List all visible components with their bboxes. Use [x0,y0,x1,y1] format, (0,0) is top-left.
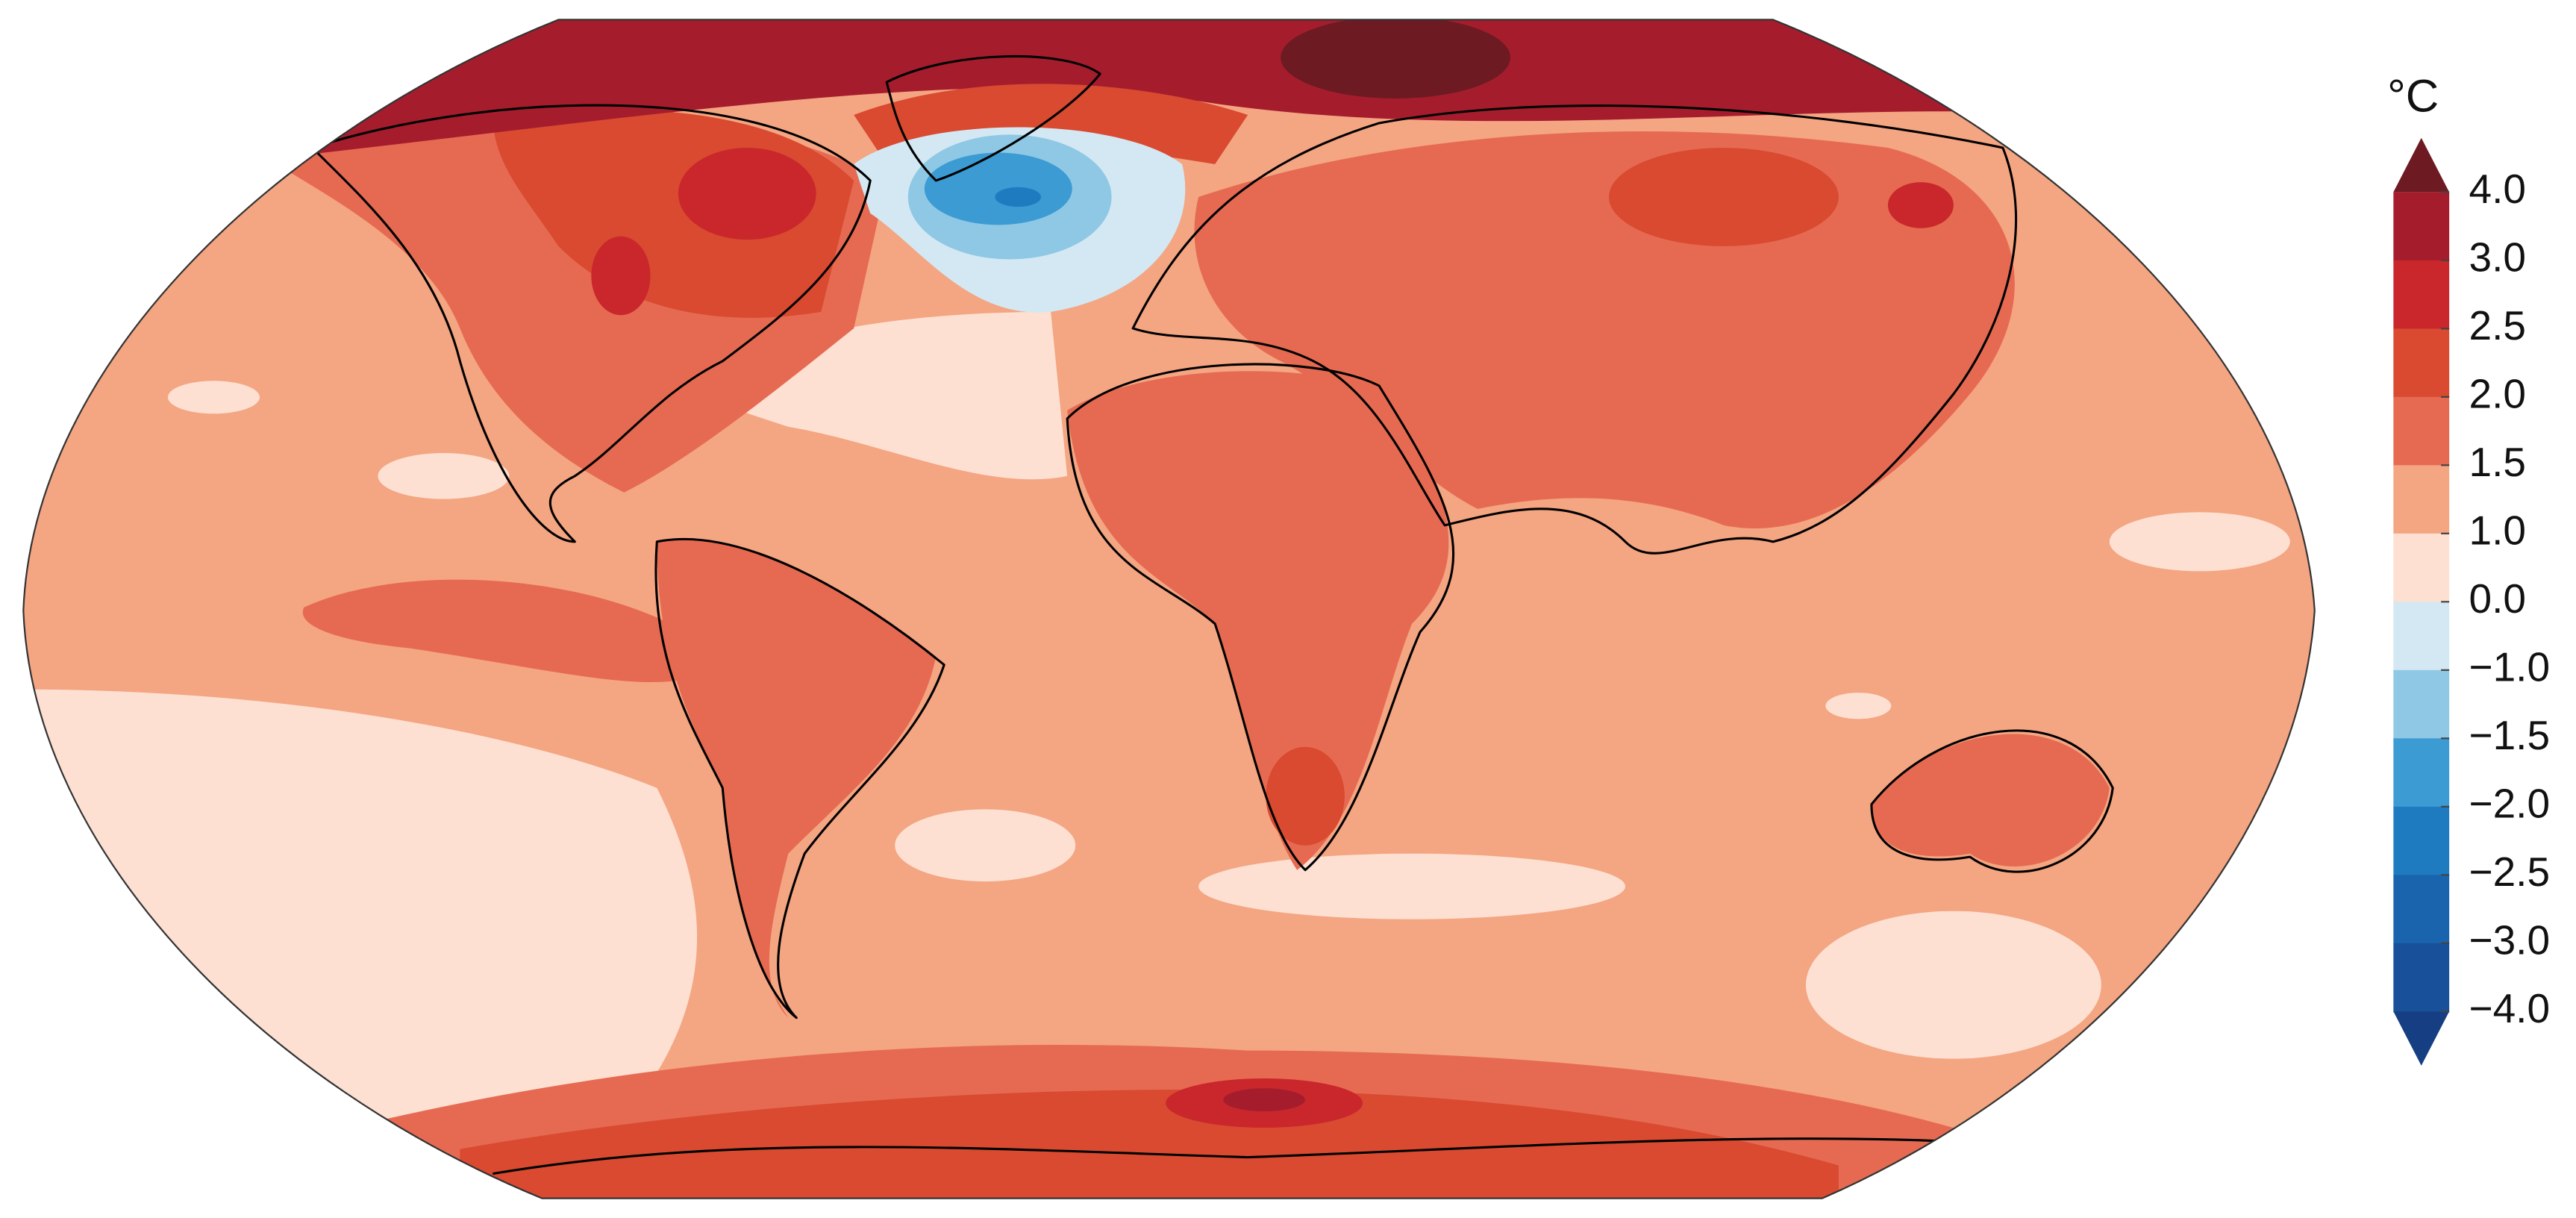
colorbar-tick-label: 2.5 [2469,302,2526,349]
colorbar-tick-label: −2.5 [2469,849,2551,895]
map-region [1223,1088,1306,1112]
map-region [1871,734,2110,866]
map-region [1805,911,2101,1059]
map-region [296,19,2069,156]
colorbar-tick-label: −3.0 [2469,916,2551,963]
coastline [310,104,872,543]
map-region [167,381,260,414]
map-region [591,236,651,316]
coastline [493,1137,1937,1175]
map-region [1825,693,1892,719]
map-region [1266,746,1345,846]
colorbar-segment [2393,669,2450,740]
colorbar-tick-label: −1.0 [2469,643,2551,690]
colorbar-segment [2393,943,2450,1013]
colorbar-tick-label: 4.0 [2469,166,2526,212]
colorbar-segment [2393,806,2450,876]
colorbar-tick-label: 2.0 [2469,370,2526,416]
colorbar-segment [2393,328,2450,398]
map-region [2109,512,2290,572]
coastline [1870,729,2114,873]
colorbar-tick-label: 1.5 [2469,439,2526,485]
coastline [1066,363,1454,872]
map-region [995,187,1041,207]
colorbar-segment [2393,396,2450,466]
colorbar-segment [2393,738,2450,808]
map-border [22,19,2316,1199]
map-region [378,453,510,499]
map-region [657,539,937,1018]
map-region [1608,147,1839,246]
colorbar-segment [2393,875,2450,944]
colorbar-tick-label: −4.0 [2469,985,2551,1031]
colorbar-segment [2393,192,2450,261]
map-region [924,152,1072,225]
colorbar-segment [2393,602,2450,671]
colorbar-tick-label: −1.5 [2469,712,2551,758]
map-region [678,147,816,240]
colorbar-extension [2393,1011,2450,1066]
colorbar-unit: °C [2387,71,2439,122]
colorbar-segment [2393,260,2450,330]
colorbar-tick-label: 1.0 [2469,507,2526,553]
map-region [302,579,723,683]
coastline [654,537,945,1019]
colorbar: 4.0 3.0 2.5 2.0 1.5 1.0 0.0 −1.0 −1.5 −2.0 −2.5 −3.… [2393,137,2551,1066]
coastline [885,54,1101,182]
map-region [895,809,1076,882]
coastline [1131,104,2018,555]
colorbar-segment [2393,465,2450,534]
map-region [1281,19,1511,99]
map-region [1067,371,1449,870]
temperature-map [23,19,2315,1199]
map-region [1198,853,1625,919]
colorbar-tick-label: 3.0 [2469,234,2526,280]
coastlines [310,54,2114,1175]
colorbar-tick-label: 0.0 [2469,575,2526,622]
colorbar-extension [2393,137,2450,193]
colorbar-segment [2393,533,2450,603]
map-region [23,689,698,1199]
map-region [1887,182,1954,228]
colorbar-tick-label: −2.0 [2469,780,2551,826]
